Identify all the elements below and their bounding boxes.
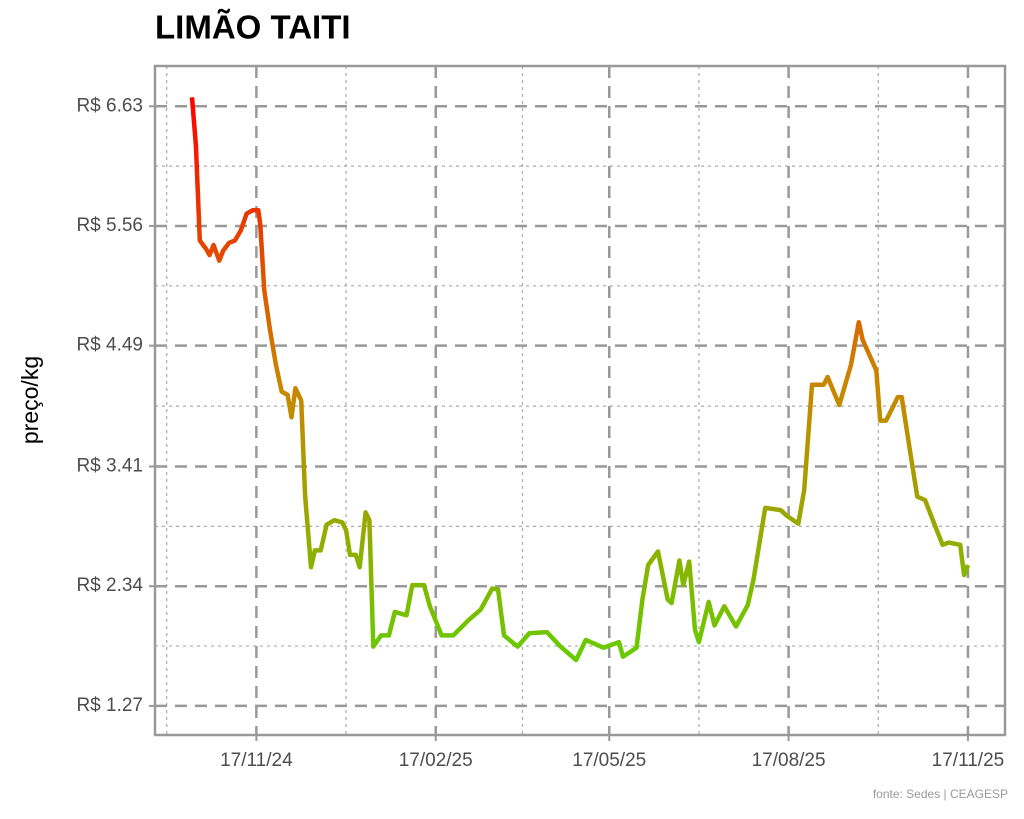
y-tick-label: R$ 3.41 bbox=[76, 456, 143, 477]
source-note: fonte: Sedes | CEAGESP bbox=[873, 787, 1008, 801]
chart-title: LIMÃO TAITI bbox=[155, 9, 351, 46]
y-tick-label: R$ 5.56 bbox=[76, 215, 143, 236]
y-tick-label: R$ 1.27 bbox=[76, 695, 143, 716]
x-tick-label: 17/11/24 bbox=[220, 750, 293, 771]
x-tick-label: 17/11/25 bbox=[932, 750, 1005, 771]
x-tick-label: 17/08/25 bbox=[752, 750, 826, 771]
x-tick-label: 17/05/25 bbox=[572, 750, 646, 771]
y-tick-label: R$ 2.34 bbox=[76, 575, 143, 596]
y-tick-label: R$ 4.49 bbox=[76, 335, 143, 356]
plot-border bbox=[153, 64, 1007, 737]
y-tick-label: R$ 6.63 bbox=[76, 95, 143, 116]
x-tick-label: 17/02/25 bbox=[399, 750, 473, 771]
y-axis-label: preço/kg bbox=[17, 356, 43, 444]
price-line bbox=[189, 97, 971, 663]
